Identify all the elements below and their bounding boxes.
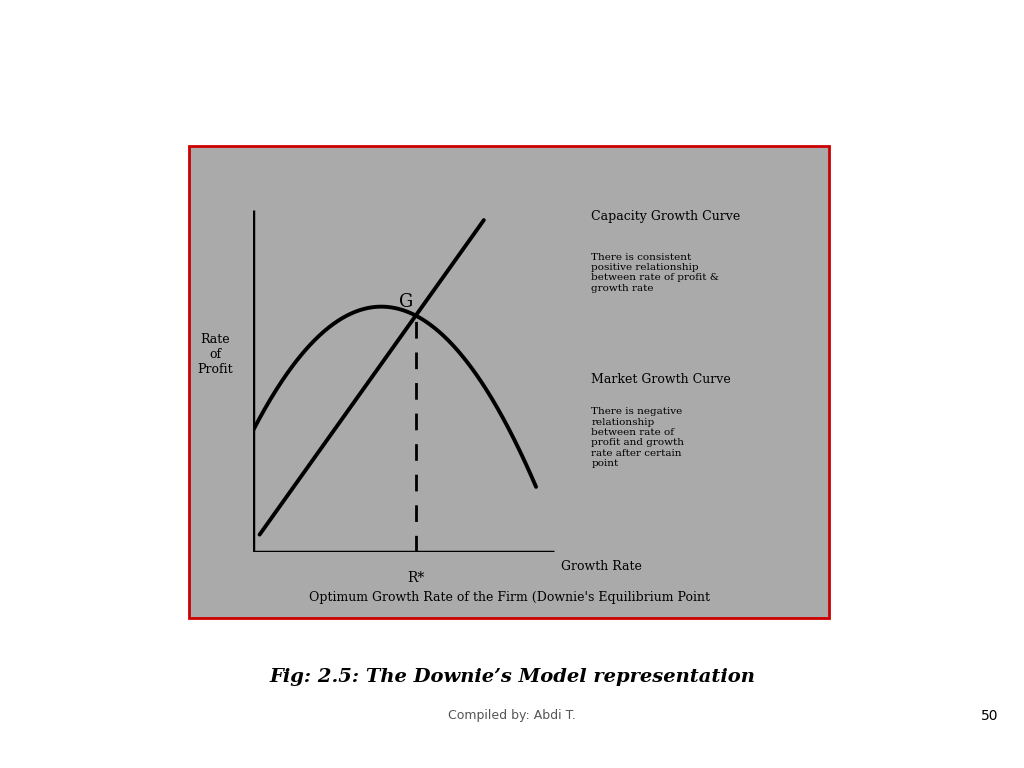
Text: Optimum Growth Rate of the Firm (Downie's Equilibrium Point: Optimum Growth Rate of the Firm (Downie'… — [309, 591, 710, 604]
Text: R*: R* — [408, 571, 424, 584]
Text: Market Growth Curve: Market Growth Curve — [592, 372, 731, 386]
Text: Rate
of
Profit: Rate of Profit — [198, 333, 232, 376]
Text: Fig: 2.5: The Downie’s Model representation: Fig: 2.5: The Downie’s Model representat… — [269, 668, 755, 687]
Text: There is negative
relationship
between rate of
profit and growth
rate after cert: There is negative relationship between r… — [592, 407, 684, 468]
Text: Capacity Growth Curve: Capacity Growth Curve — [592, 210, 740, 223]
Text: There is consistent
positive relationship
between rate of profit &
growth rate: There is consistent positive relationshi… — [592, 253, 719, 293]
Bar — [189, 146, 829, 618]
Text: G: G — [399, 293, 413, 311]
Text: Compiled by: Abdi T.: Compiled by: Abdi T. — [449, 710, 575, 722]
Text: 50: 50 — [981, 709, 998, 723]
Text: Growth Rate: Growth Rate — [561, 560, 642, 573]
